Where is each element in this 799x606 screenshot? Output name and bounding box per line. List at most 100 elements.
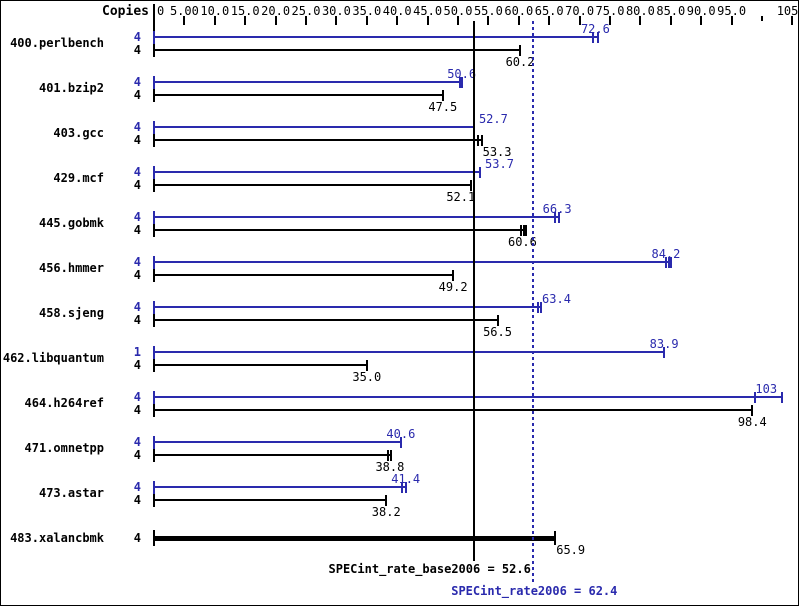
axis-tick-label: 75.0 bbox=[595, 4, 625, 18]
peak-bar-run-mark bbox=[537, 301, 540, 313]
benchmark-label: 456.hmmer bbox=[38, 261, 104, 275]
base-bar bbox=[154, 409, 753, 411]
axis-tick bbox=[365, 16, 368, 25]
peak-value-label: 53.7 bbox=[485, 157, 514, 171]
peak-mean-label: SPECint_rate2006 = 62.4 bbox=[451, 584, 618, 598]
base-bar-start-cap bbox=[153, 530, 155, 546]
base-bar-run-mark bbox=[441, 89, 444, 101]
base-copies-value: 4 bbox=[133, 178, 141, 192]
base-copies-value: 4 bbox=[133, 43, 141, 57]
benchmark-label: 401.bzip2 bbox=[38, 81, 104, 95]
base-bar bbox=[154, 454, 391, 456]
base-copies-value: 4 bbox=[133, 88, 141, 102]
axis-tick bbox=[791, 16, 794, 25]
base-value-label: 38.8 bbox=[375, 460, 405, 474]
benchmark-label: 462.libquantum bbox=[2, 351, 104, 365]
peak-bar bbox=[154, 306, 541, 308]
axis-tick-label: 55.0 bbox=[473, 4, 503, 18]
benchmark-label: 464.h264ref bbox=[24, 396, 104, 410]
peak-bar bbox=[154, 486, 406, 488]
base-bar-run-mark bbox=[751, 404, 754, 416]
base-bar-start-cap bbox=[153, 133, 155, 147]
peak-bar bbox=[154, 216, 559, 218]
base-bar-run-mark bbox=[522, 224, 525, 236]
base-bar-start-cap bbox=[153, 268, 155, 282]
axis-tick bbox=[578, 16, 581, 25]
peak-bar-run-mark bbox=[596, 31, 599, 43]
peak-bar-start-cap bbox=[153, 120, 155, 134]
base-copies-value: 4 bbox=[133, 493, 141, 507]
base-bar-run-mark bbox=[519, 44, 522, 56]
axis-tick bbox=[609, 16, 611, 25]
base-value-label: 60.6 bbox=[507, 235, 537, 249]
axis-tick-label: 90.0 bbox=[686, 4, 716, 18]
peak-bar bbox=[154, 351, 665, 353]
axis-tick bbox=[487, 16, 490, 25]
base-value-label: 38.2 bbox=[371, 505, 401, 519]
axis-tick bbox=[517, 16, 520, 25]
peak-bar-start-cap bbox=[153, 75, 155, 89]
peak-bar-run-mark bbox=[754, 391, 757, 403]
axis-tick bbox=[274, 16, 277, 25]
peak-value-label: 84.2 bbox=[651, 247, 681, 261]
peak-value-label: 83.9 bbox=[649, 337, 679, 351]
peak-bar-run-mark bbox=[479, 166, 482, 178]
axis-tick-label: 50.0 bbox=[443, 4, 473, 18]
peak-copies-value: 4 bbox=[133, 300, 141, 314]
base-bar bbox=[154, 535, 555, 541]
base-bar-start-cap bbox=[153, 43, 155, 57]
peak-value-label: 52.7 bbox=[478, 112, 508, 126]
base-bar-start-cap bbox=[153, 88, 155, 102]
peak-bar-start-cap bbox=[153, 435, 155, 449]
peak-bar-start-cap bbox=[153, 300, 155, 314]
base-bar-run-mark bbox=[496, 314, 499, 326]
axis-tick-label: 60.0 bbox=[504, 4, 534, 18]
peak-bar-start-cap bbox=[153, 480, 155, 494]
peak-bar-start-cap bbox=[153, 210, 155, 224]
peak-bar bbox=[154, 441, 401, 443]
peak-bar bbox=[154, 171, 481, 173]
peak-bar-run-mark bbox=[539, 301, 542, 313]
base-bar-start-cap bbox=[153, 403, 155, 417]
benchmark-label: 400.perlbench bbox=[10, 36, 104, 50]
peak-bar-start-cap bbox=[153, 345, 155, 359]
peak-value-label: 66.3 bbox=[542, 202, 572, 216]
axis-tick-label: 45.0 bbox=[413, 4, 443, 18]
base-mean-line bbox=[472, 21, 475, 561]
axis-tick bbox=[700, 16, 703, 25]
axis-tick bbox=[669, 16, 672, 25]
base-bar-start-cap bbox=[153, 223, 155, 237]
axis-tick-label: 0 bbox=[157, 4, 165, 18]
base-bar-run-mark bbox=[365, 359, 368, 371]
base-copies-value: 4 bbox=[133, 531, 141, 545]
base-mean-label: SPECint_rate_base2006 = 52.6 bbox=[328, 562, 531, 576]
base-bar-run-mark bbox=[452, 269, 455, 281]
peak-bar-start-cap bbox=[153, 165, 155, 179]
peak-copies-value: 4 bbox=[133, 480, 141, 494]
peak-copies-value: 4 bbox=[133, 435, 141, 449]
axis-tick bbox=[639, 16, 642, 25]
axis-tick-label: 95.0 bbox=[717, 4, 747, 18]
base-copies-value: 4 bbox=[133, 268, 141, 282]
peak-value-label: 50.6 bbox=[447, 67, 477, 81]
axis-tick bbox=[335, 16, 338, 25]
base-value-label: 65.9 bbox=[556, 543, 586, 557]
benchmark-label: 445.gobmk bbox=[38, 216, 104, 230]
axis-tick bbox=[457, 16, 459, 25]
peak-copies-value: 4 bbox=[133, 255, 141, 269]
base-bar-run-mark bbox=[480, 134, 483, 146]
axis-tick-label: 35.0 bbox=[352, 4, 382, 18]
peak-bar-run-mark bbox=[399, 436, 402, 448]
benchmark-label: 403.gcc bbox=[53, 126, 104, 140]
peak-copies-value: 4 bbox=[133, 30, 141, 44]
peak-bar-run-mark bbox=[461, 76, 464, 88]
axis-tick bbox=[244, 16, 247, 25]
base-value-label: 56.5 bbox=[483, 325, 512, 339]
peak-copies-value: 4 bbox=[133, 75, 141, 89]
benchmark-label: 483.xalancbmk bbox=[10, 531, 104, 545]
base-copies-value: 4 bbox=[133, 448, 141, 462]
base-bar-run-mark bbox=[469, 179, 472, 191]
peak-bar bbox=[154, 36, 598, 38]
base-copies-value: 4 bbox=[133, 133, 141, 147]
